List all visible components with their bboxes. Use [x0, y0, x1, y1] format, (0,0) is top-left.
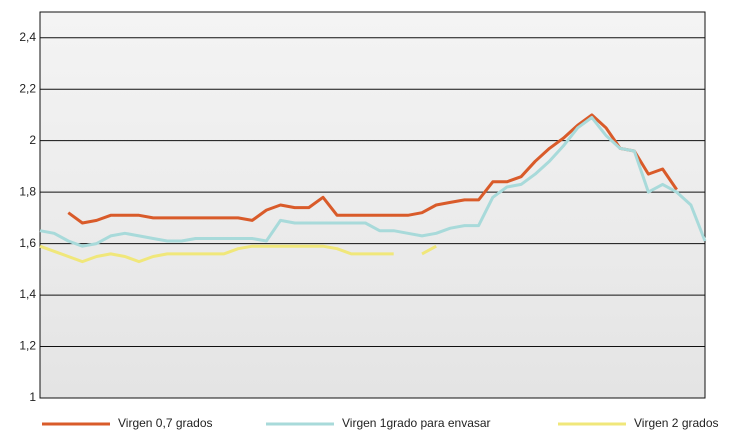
y-tick-label: 1,4 [19, 287, 36, 301]
series-line [39, 244, 437, 264]
series-line [67, 113, 678, 225]
y-tick-label: 1,2 [19, 339, 36, 353]
y-tick-label: 2,4 [19, 30, 36, 44]
plot-area [39, 11, 706, 399]
y-tick-label: 2 [29, 133, 36, 147]
y-tick-label: 1,6 [19, 236, 36, 250]
y-tick-label: 1,8 [19, 184, 36, 198]
y-tick-label: 1 [29, 390, 36, 404]
legend-label: Virgen 0,7 grados [118, 416, 213, 430]
series-line [39, 116, 707, 248]
legend-label: Virgen 2 grados [634, 416, 719, 430]
legend-label: Virgen 1grado para envasar [342, 416, 491, 430]
y-tick-label: 2,2 [19, 81, 36, 95]
